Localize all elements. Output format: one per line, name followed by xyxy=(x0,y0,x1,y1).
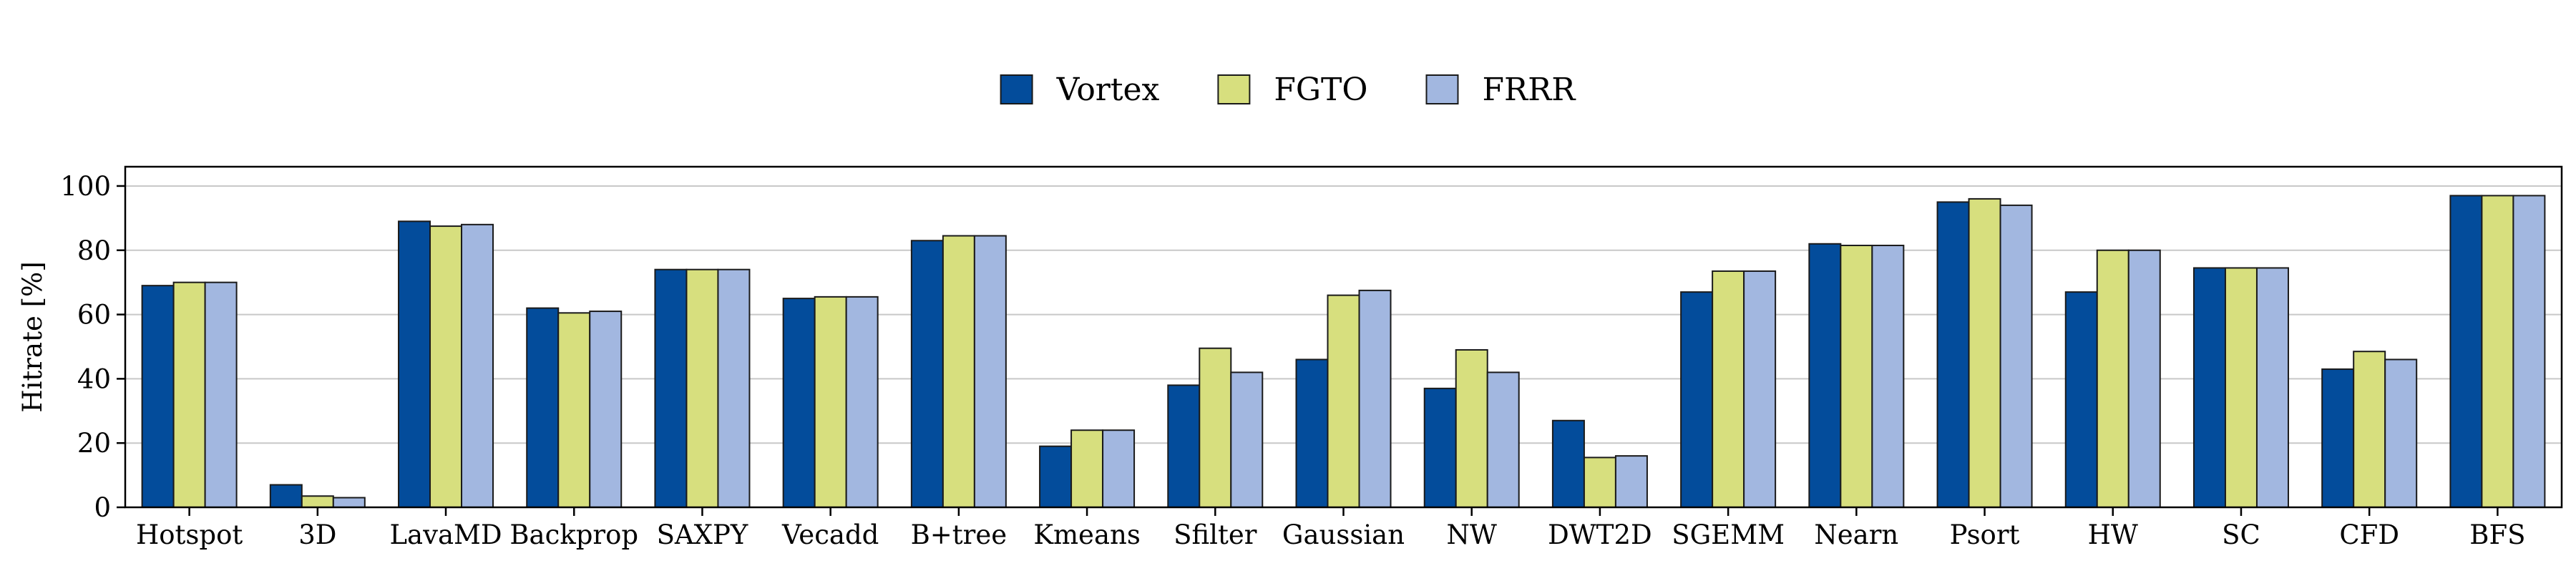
bar-vortex-nw xyxy=(1423,387,1457,508)
bar-vortex-gaussian xyxy=(1295,358,1329,508)
y-tick-label: 100 xyxy=(60,171,111,202)
x-tick-label: Gaussian xyxy=(1282,519,1405,550)
x-tick-label: SGEMM xyxy=(1672,519,1785,550)
bar-vortex-sfilter xyxy=(1167,384,1201,509)
x-tick-label: Kmeans xyxy=(1033,519,1141,550)
bar-fgto-nw xyxy=(1455,348,1488,508)
bar-fgto-lavamd xyxy=(429,225,463,508)
bar-frrr-kmeans xyxy=(1102,429,1136,509)
bar-vortex-cfd xyxy=(2321,368,2355,508)
bar-fgto-sc xyxy=(2224,267,2258,508)
bar-vortex-lavamd xyxy=(398,220,431,508)
bar-fgto-sgemm xyxy=(1712,270,1745,508)
bar-fgto-vecadd xyxy=(814,296,847,508)
y-tick-label: 20 xyxy=(77,428,111,459)
bar-frrr-nw xyxy=(1486,371,1520,509)
x-tick-label: LavaMD xyxy=(389,519,502,550)
bar-frrr-3d xyxy=(332,497,366,509)
legend: Vortex FGTO FRRR xyxy=(1000,72,1576,108)
bar-fgto-bfs xyxy=(2481,195,2514,508)
x-tick-label: BFS xyxy=(2469,519,2525,550)
bar-vortex-hw xyxy=(2064,291,2098,508)
x-tick-label: Vecadd xyxy=(781,519,879,550)
axis-ticks: 0 20 40 60 80 100 Hotspot 3D LavaMD Backprop SAXPY… xyxy=(60,171,2525,550)
bar-fgto-hotspot xyxy=(172,281,206,508)
bar-frrr-lavamd xyxy=(461,223,494,508)
x-tick-label: HW xyxy=(2088,519,2138,550)
bar-vortex-nearn xyxy=(1808,243,1842,508)
y-tick-label: 60 xyxy=(77,300,111,331)
x-tick-label: DWT2D xyxy=(1548,519,1652,550)
bar-frrr-sfilter xyxy=(1230,371,1264,509)
bar-vortex-hotspot xyxy=(141,285,175,508)
bar-fgto-psort xyxy=(1968,197,2001,508)
bar-fgto-cfd xyxy=(2353,351,2386,508)
y-tick-label: 40 xyxy=(77,363,111,394)
bar-frrr-nearn xyxy=(1871,245,1905,508)
bar-fgto-dwt2d xyxy=(1583,457,1616,509)
bar-fgto-hw xyxy=(2096,249,2129,508)
y-tick-label: 80 xyxy=(77,235,111,266)
bar-vortex-dwt2d xyxy=(1551,419,1585,508)
bar-vortex-sc xyxy=(2192,267,2226,508)
bar-frrr-gaussian xyxy=(1358,289,1392,508)
bar-fgto-backprop xyxy=(557,312,591,508)
bar-frrr-hotspot xyxy=(204,281,238,508)
x-tick-label: Sfilter xyxy=(1174,519,1257,550)
bar-frrr-hw xyxy=(2127,249,2161,508)
bar-vortex-b-tree xyxy=(910,240,944,508)
x-tick-label: B+tree xyxy=(911,519,1008,550)
x-tick-label: NW xyxy=(1447,519,1497,550)
y-axis-label: Hitrate [%] xyxy=(17,261,48,412)
bar-vortex-saxpy xyxy=(654,268,688,508)
x-tick-label: 3D xyxy=(298,519,336,550)
bar-fgto-gaussian xyxy=(1327,294,1360,508)
bar-frrr-saxpy xyxy=(717,268,751,508)
bar-frrr-bfs xyxy=(2512,195,2546,508)
legend-label-frrr: FRRR xyxy=(1482,72,1576,108)
bar-frrr-cfd xyxy=(2384,358,2418,508)
legend-label-vortex: Vortex xyxy=(1056,72,1160,108)
bar-fgto-sfilter xyxy=(1199,347,1232,508)
x-tick-label: SAXPY xyxy=(657,519,748,550)
legend-label-fgto: FGTO xyxy=(1274,72,1367,108)
bar-fgto-b-tree xyxy=(942,235,975,508)
bar-vortex-bfs xyxy=(2449,195,2483,508)
bar-fgto-nearn xyxy=(1840,245,1873,508)
bars xyxy=(141,195,2546,509)
y-tick-label: 0 xyxy=(94,492,111,523)
bar-vortex-sgemm xyxy=(1680,291,1714,508)
bar-frrr-b-tree xyxy=(973,235,1007,508)
bar-fgto-3d xyxy=(301,495,334,509)
bar-fgto-saxpy xyxy=(686,268,719,508)
x-tick-label: Psort xyxy=(1950,519,2020,550)
x-tick-label: SC xyxy=(2222,519,2260,550)
bar-frrr-dwt2d xyxy=(1614,455,1648,508)
bar-frrr-sc xyxy=(2255,267,2289,508)
bar-frrr-backprop xyxy=(589,311,623,508)
bar-frrr-psort xyxy=(1999,204,2033,508)
bar-vortex-psort xyxy=(1936,201,1970,508)
x-tick-label: CFD xyxy=(2339,519,2399,550)
bar-vortex-backprop xyxy=(526,307,560,508)
x-tick-label: Nearn xyxy=(1814,519,1898,550)
bar-vortex-kmeans xyxy=(1039,445,1073,509)
bar-vortex-3d xyxy=(269,484,303,509)
bar-frrr-vecadd xyxy=(845,296,879,508)
x-tick-label: Hotspot xyxy=(136,519,243,550)
x-tick-label: Backprop xyxy=(509,519,638,550)
bar-fgto-kmeans xyxy=(1070,429,1104,509)
legend-swatch-fgto xyxy=(1217,74,1251,104)
bar-frrr-sgemm xyxy=(1743,270,1777,508)
legend-swatch-frrr xyxy=(1425,74,1459,104)
legend-swatch-vortex xyxy=(1000,74,1033,104)
bar-vortex-vecadd xyxy=(782,298,816,508)
